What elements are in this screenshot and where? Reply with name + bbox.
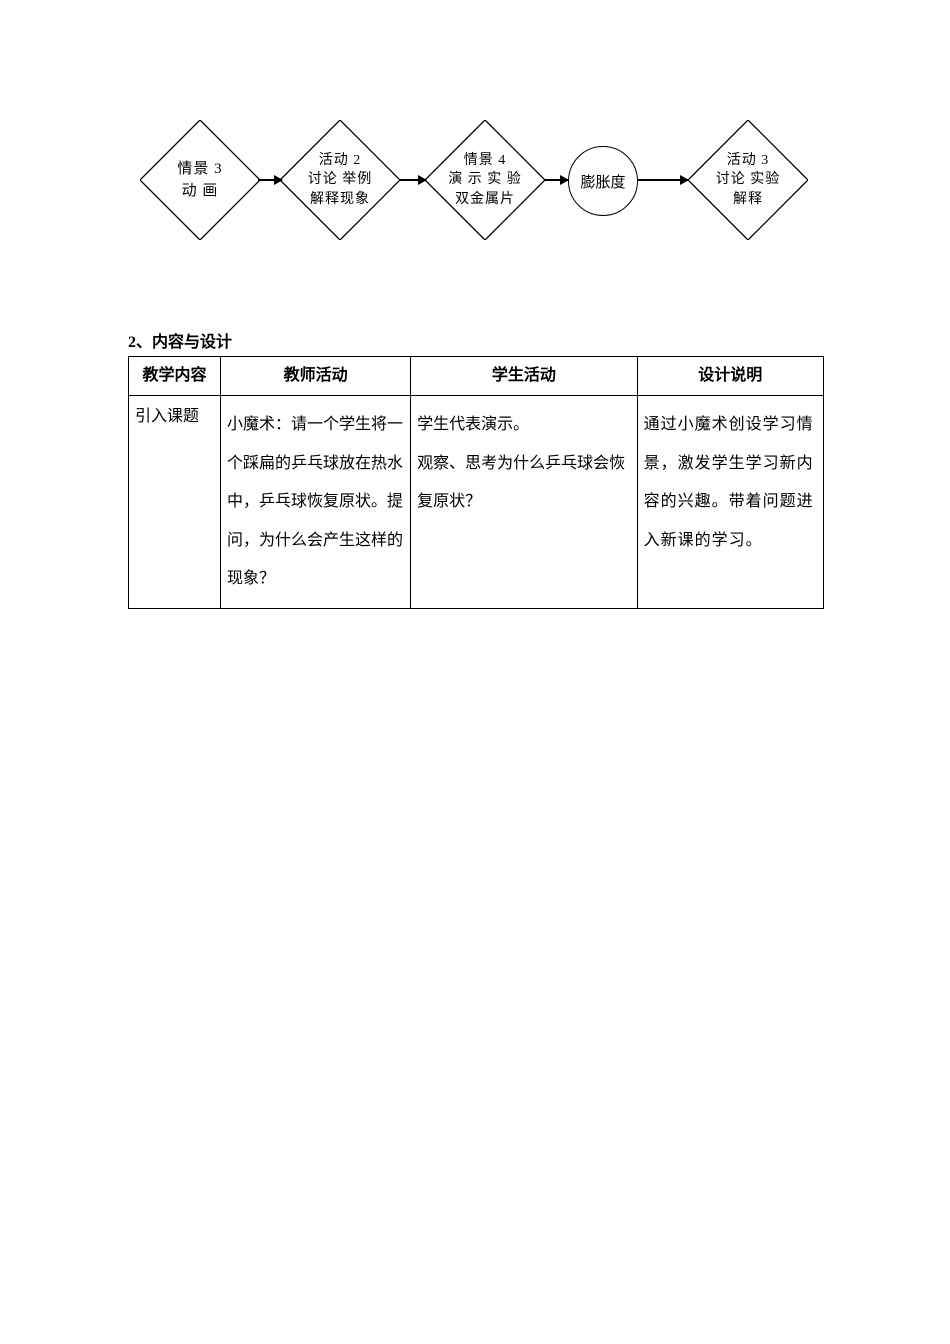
node-label: 解释 <box>716 190 781 210</box>
table-cell: 引入课题 <box>129 396 221 609</box>
arrow-4 <box>638 179 688 181</box>
node-label: 情景 3 <box>177 158 222 181</box>
node-label: 情景 4 <box>448 151 522 171</box>
circle-node: 膨胀度 <box>568 146 638 216</box>
node-label: 解释现象 <box>308 190 373 210</box>
table-header: 教学内容 <box>129 357 221 396</box>
node-label: 讨论 实验 <box>716 170 781 190</box>
diamond-node-3: 情景 4 演 示 实 验 双金属片 <box>425 120 545 240</box>
arrow-3 <box>544 179 568 181</box>
node-label: 动 画 <box>177 180 222 203</box>
table-header: 教师活动 <box>221 357 411 396</box>
node-label: 演 示 实 验 <box>448 170 522 190</box>
table-header-row: 教学内容 教师活动 学生活动 设计说明 <box>129 357 824 396</box>
table-row: 引入课题 小魔术：请一个学生将一个踩扁的乒乓球放在热水中，乒乓球恢复原状。提问，… <box>129 396 824 609</box>
table-cell: 学生代表演示。 观察、思考为什么乒乓球会恢复原状？ <box>411 396 637 609</box>
node-label: 活动 3 <box>716 151 781 171</box>
section-heading: 2、内容与设计 <box>128 328 232 352</box>
node-label: 讨论 举例 <box>308 170 373 190</box>
flowchart-diagram: 情景 3 动 画 活动 2 讨论 举例 解释现象 情景 4 演 示 实 验 双金… <box>130 100 850 260</box>
node-label: 活动 2 <box>308 151 373 171</box>
node-label: 双金属片 <box>448 190 522 210</box>
table-cell: 通过小魔术创设学习情景，激发学生学习新内容的兴趣。带着问题进入新课的学习。 <box>637 396 823 609</box>
lesson-plan-table: 教学内容 教师活动 学生活动 设计说明 引入课题 小魔术：请一个学生将一个踩扁的… <box>128 356 824 609</box>
arrow-1 <box>258 179 282 181</box>
node-label: 膨胀度 <box>580 171 625 192</box>
table-header: 学生活动 <box>411 357 637 396</box>
table-cell: 小魔术：请一个学生将一个踩扁的乒乓球放在热水中，乒乓球恢复原状。提问，为什么会产… <box>221 396 411 609</box>
table-header: 设计说明 <box>637 357 823 396</box>
diamond-node-1: 情景 3 动 画 <box>140 120 260 240</box>
diamond-node-4: 活动 3 讨论 实验 解释 <box>688 120 808 240</box>
diamond-node-2: 活动 2 讨论 举例 解释现象 <box>280 120 400 240</box>
arrow-2 <box>400 179 426 181</box>
